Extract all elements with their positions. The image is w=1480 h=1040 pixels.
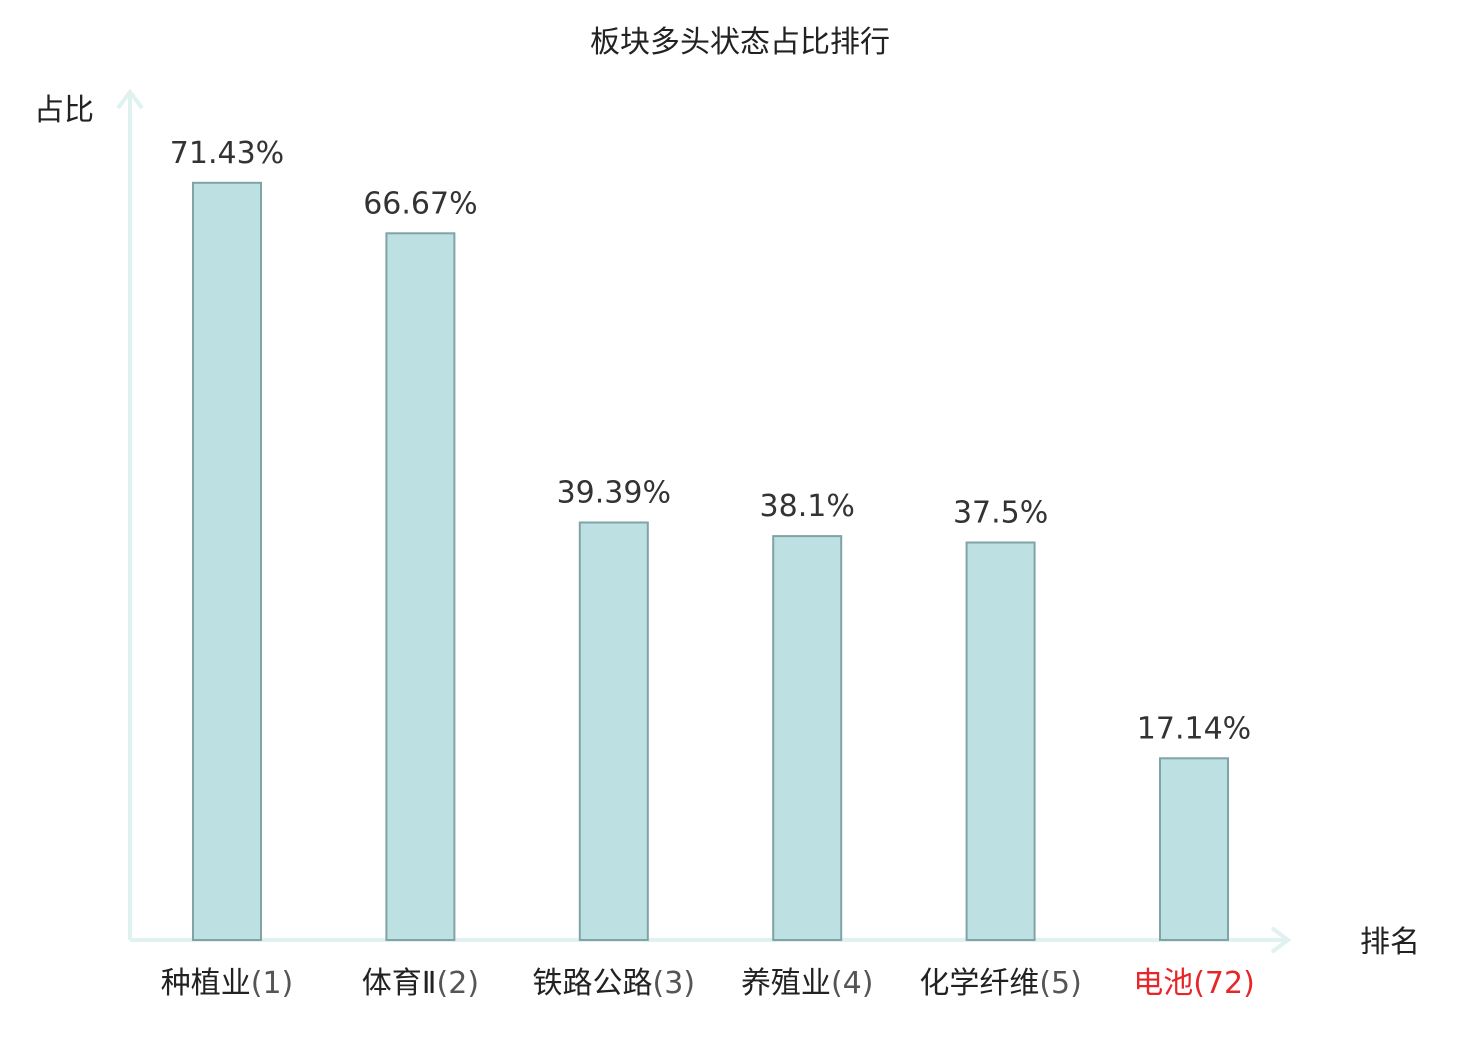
x-axis-label: 排名 <box>1360 925 1420 960</box>
bar <box>1159 757 1229 941</box>
x-tick-label: 铁路公路(3) <box>533 966 696 1001</box>
x-tick-category: 电池 <box>1133 966 1193 1001</box>
x-tick-rank: (3) <box>653 966 696 1001</box>
bar-value-label: 17.14% <box>1137 711 1251 746</box>
bar-value-label: 38.1% <box>760 489 855 524</box>
bar-value-label: 37.5% <box>953 496 1048 531</box>
bar-value-label: 66.67% <box>363 186 477 221</box>
x-tick-rank: (1) <box>251 966 294 1001</box>
x-tick-category: 种植业 <box>161 966 251 1001</box>
x-tick-rank: (4) <box>831 966 874 1001</box>
y-axis-label: 占比 <box>34 93 94 128</box>
bar <box>965 541 1036 941</box>
x-tick-category: 化学纤维 <box>919 966 1039 1001</box>
x-tick-label: 种植业(1) <box>161 966 294 1001</box>
bar-value-label: 39.39% <box>557 476 671 511</box>
bar <box>578 521 649 941</box>
chart-title: 板块多头状态占比排行 <box>590 25 890 60</box>
bars-group: 71.43% 种植业(1) 66.67% 体育Ⅱ(2) 39.39% 铁路公路(3) 38.… <box>161 136 1255 1001</box>
x-tick-rank: (5) <box>1039 966 1082 1001</box>
x-tick-category: 养殖业 <box>741 966 831 1001</box>
x-tick-rank: (2) <box>437 966 480 1001</box>
bar-value-label: 71.43% <box>170 136 284 171</box>
x-axis-arrow <box>1270 926 1292 954</box>
x-tick-category: 铁路公路 <box>533 966 653 1001</box>
x-tick-label: 电池(72) <box>1133 966 1255 1001</box>
x-tick-category: 体育Ⅱ <box>362 966 437 1001</box>
bar <box>385 232 456 942</box>
x-tick-label: 化学纤维(5) <box>919 966 1082 1001</box>
y-axis-arrow <box>116 88 144 110</box>
x-tick-rank: (72) <box>1193 966 1255 1001</box>
x-tick-label: 体育Ⅱ(2) <box>362 966 479 1001</box>
x-tick-label: 养殖业(4) <box>741 966 874 1001</box>
bar <box>192 181 262 942</box>
bar <box>772 535 843 941</box>
